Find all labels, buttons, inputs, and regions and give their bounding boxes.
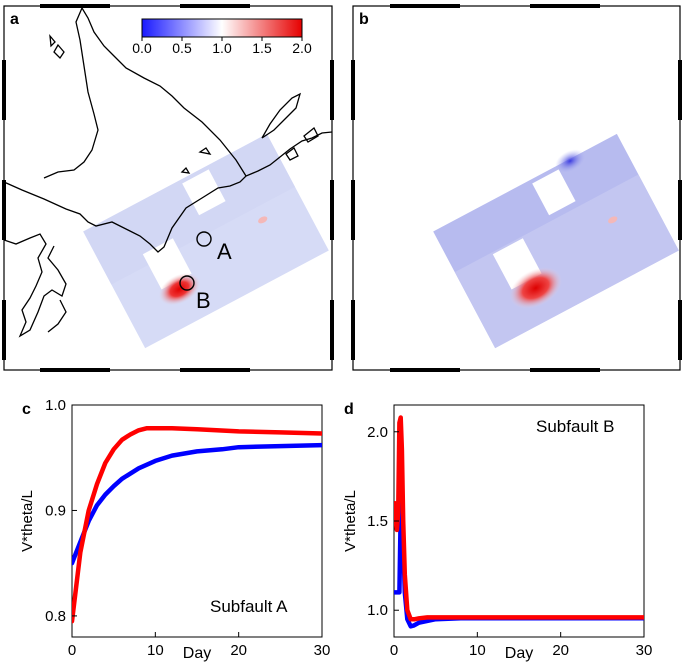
chart-c-xtick-label: 30 xyxy=(314,642,331,659)
marker-circle-b xyxy=(179,275,195,291)
chart-d-series-0 xyxy=(394,500,644,629)
chart-c-ytick-label: 1.0 xyxy=(45,397,66,414)
frame-ticks-a xyxy=(2,4,334,372)
colorbar-gradient xyxy=(141,18,303,38)
chart-c-ytick-label: 0.9 xyxy=(45,502,66,519)
chart-d-xtick-label: 30 xyxy=(636,642,653,659)
panel-label-a: a xyxy=(10,11,19,28)
colorbar-tick-label: 2.0 xyxy=(292,40,312,56)
colorbar-tick-label: 1.0 xyxy=(212,40,232,56)
colorbar-tick-label: 0.5 xyxy=(172,40,192,56)
chart-d-ytick-label: 1.0 xyxy=(367,602,388,619)
frame-ticks-b xyxy=(351,4,682,372)
map-panel-a: A B a 0.0 0.5 1.0 1.5 2.0 xyxy=(2,4,334,372)
hotspot-b xyxy=(509,267,562,309)
marker-circle-a xyxy=(196,231,212,247)
map-panel-b: b xyxy=(351,4,682,372)
chart-d-series-1 xyxy=(394,415,644,622)
chart-d-xtick-label: 20 xyxy=(552,642,569,659)
chart-c-xlabel: Day xyxy=(183,645,211,662)
chart-c-series-0 xyxy=(72,442,322,566)
chart-d-ytick-label: 1.5 xyxy=(367,513,388,530)
chart-c-ytick-label: 0.8 xyxy=(45,608,66,625)
chart-c-annotation: Subfault A xyxy=(210,597,288,616)
chart-panel-c: c 0 10 20 30 0.8 0.9 1.0 Subfault A Day V*thet… xyxy=(19,397,330,662)
hotspot-a xyxy=(158,272,200,306)
chart-d-xlabel: Day xyxy=(505,645,533,662)
panel-label-b: b xyxy=(359,11,369,28)
chart-c-xtick-label: 10 xyxy=(147,642,164,659)
panel-label-c: c xyxy=(22,401,31,418)
chart-c-xtick-label: 0 xyxy=(68,642,76,659)
chart-panel-d: d 0 10 20 30 1.0 1.5 2.0 Subfault B Day V*thet… xyxy=(342,401,652,662)
fault-gap-b1 xyxy=(532,169,576,216)
panel-label-d: d xyxy=(344,401,354,418)
chart-c-ylabel: V*theta/L xyxy=(19,490,36,552)
chart-c-series-1 xyxy=(72,425,322,624)
chart-d-ytick-label: 2.0 xyxy=(367,424,388,441)
marker-label-b: B xyxy=(196,288,211,313)
chart-d-xtick-label: 0 xyxy=(390,642,398,659)
chart-d-annotation: Subfault B xyxy=(536,417,614,436)
chart-d-frame xyxy=(393,404,645,638)
deep-blue-spot xyxy=(555,149,585,173)
colorbar: 0.0 0.5 1.0 1.5 2.0 xyxy=(132,18,312,56)
colorbar-tick-label: 0.0 xyxy=(132,40,152,56)
chart-c-xtick-label: 20 xyxy=(230,642,247,659)
marker-label-a: A xyxy=(217,239,232,264)
coastline-a xyxy=(4,6,332,338)
chart-d-xtick-label: 10 xyxy=(469,642,486,659)
chart-d-ylabel: V*theta/L xyxy=(342,490,359,552)
colorbar-tick-label: 1.5 xyxy=(252,40,272,56)
chart-c-frame xyxy=(71,404,323,638)
